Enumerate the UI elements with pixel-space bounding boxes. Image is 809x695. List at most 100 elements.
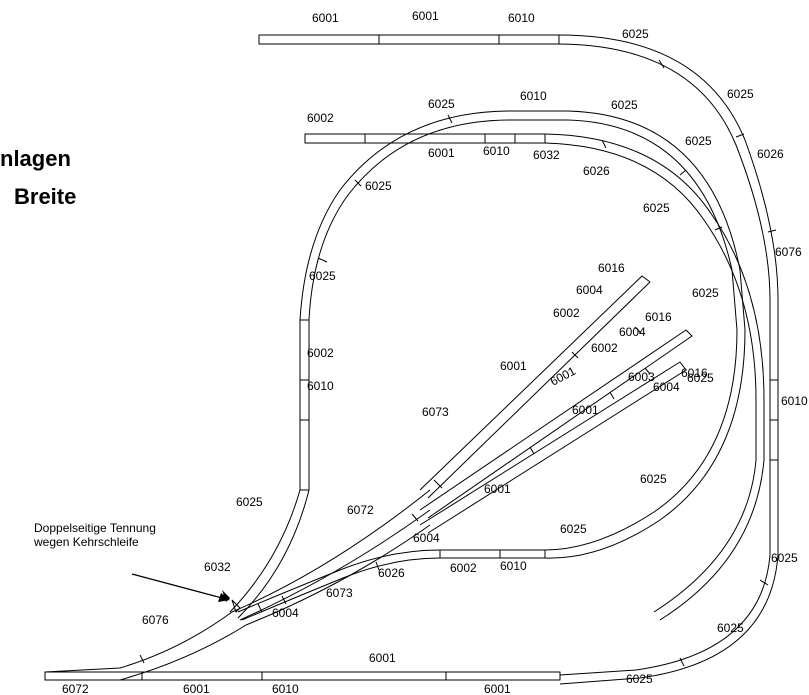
- track-label: 6001: [484, 682, 511, 695]
- heading-line-1: nlagen: [0, 146, 71, 171]
- track-label: 6025: [560, 522, 587, 536]
- tick: [411, 513, 419, 522]
- tick: [644, 367, 651, 375]
- track-label: 6010: [272, 682, 299, 695]
- annotation-line-1: Doppelseitige Tennung: [34, 521, 156, 535]
- track-label: 6025: [687, 371, 714, 385]
- track-label: 6025: [236, 495, 263, 509]
- annotation-arrow: [131, 573, 241, 613]
- track-label: 6001: [312, 11, 339, 25]
- track-fan-2: [239, 509, 431, 621]
- track-top-straight: [258, 34, 560, 45]
- track-label: 6004: [653, 380, 680, 394]
- track-label: 6025: [771, 551, 798, 565]
- track-label: 6025: [622, 27, 649, 41]
- track-label: 6001: [412, 9, 439, 23]
- track-fan-1: [231, 489, 431, 613]
- track-label: 6001: [369, 651, 396, 665]
- track-label: 6072: [62, 682, 89, 695]
- track-label: 6002: [450, 561, 477, 575]
- track-label: 6025: [717, 621, 744, 635]
- tick: [679, 657, 685, 667]
- track-label: 6001: [484, 482, 511, 496]
- track-label: 6025: [309, 269, 336, 283]
- tick: [433, 479, 443, 489]
- tick: [767, 229, 777, 233]
- track-label: 6010: [483, 144, 510, 158]
- tick: [571, 351, 579, 359]
- track-label: 6016: [645, 310, 672, 324]
- tick: [658, 59, 665, 69]
- track-label: 6026: [757, 147, 784, 161]
- track-outer-curve-top: [558, 34, 779, 685]
- track-label: 6016: [681, 366, 708, 380]
- tick: [317, 257, 328, 263]
- track-label: 6002: [307, 111, 334, 125]
- track-left-loop-outer-2: [440, 119, 738, 551]
- tick: [529, 446, 535, 455]
- track-label: 6004: [576, 283, 603, 297]
- track-left-loop-top-2: [237, 119, 509, 619]
- track-siding-3: [419, 361, 687, 534]
- track-label: 6025: [692, 286, 719, 300]
- track-label: 6025: [640, 472, 667, 486]
- separation-marker-icon: [222, 590, 230, 602]
- track-label: 6010: [508, 11, 535, 25]
- track-second-straight: [304, 133, 546, 144]
- tick: [447, 114, 453, 124]
- track-label: 6001: [548, 364, 578, 389]
- track-fan-3: [245, 524, 431, 626]
- track-label: 6025: [643, 201, 670, 215]
- track-label: 6002: [307, 346, 334, 360]
- track-siding-2: [419, 329, 693, 519]
- tick: [601, 139, 607, 149]
- track-label: 6004: [413, 531, 440, 545]
- track-label: 6025: [685, 134, 712, 148]
- track-label: 6003: [628, 370, 655, 384]
- tick: [714, 226, 723, 231]
- track-label: 6016: [598, 261, 625, 275]
- track-left-loop-top: [229, 110, 509, 613]
- track-label: 6026: [378, 566, 405, 580]
- track-label: 6076: [775, 245, 802, 259]
- tick: [634, 326, 642, 334]
- track-label: 6002: [591, 341, 618, 355]
- tick: [375, 561, 380, 571]
- tick: [735, 133, 745, 138]
- tick: [257, 603, 263, 613]
- track-label: 6025: [428, 97, 455, 111]
- tick: [609, 391, 615, 400]
- track-label: 6025: [365, 179, 392, 193]
- track-label: 6001: [428, 146, 455, 160]
- track-label: 6032: [204, 560, 231, 574]
- track-label: 6010: [500, 559, 527, 573]
- track-label: 6010: [520, 89, 547, 103]
- separation-marker-icon: [231, 599, 241, 613]
- heading-line-2: Breite: [14, 184, 77, 209]
- tick: [759, 579, 769, 586]
- track-label: 6004: [272, 606, 299, 620]
- track-left-loop-outer: [440, 110, 746, 559]
- track-middle-curve: [544, 133, 765, 621]
- track-middle-curve-inner: [544, 142, 757, 613]
- track-label: 6025: [626, 672, 653, 686]
- track-label: 6001: [183, 682, 210, 695]
- track-bottom-middle-straight: [439, 549, 546, 559]
- tick: [139, 654, 145, 664]
- track-siding-1: [419, 275, 651, 499]
- track-label: 6032: [533, 148, 560, 162]
- annotation-line-2: wegen Kehrschleife: [34, 535, 139, 549]
- track-label: 6002: [553, 306, 580, 320]
- tick: [354, 179, 362, 187]
- track-bottom-s-curve-2: [241, 557, 441, 621]
- track-bottom-s-curve: [237, 549, 441, 613]
- track-label-layer: 6001 6001 6010 6025 6025 6025 6026 6002 …: [62, 9, 808, 695]
- track-layer: [44, 34, 779, 685]
- track-label: 6025: [611, 98, 638, 112]
- track-label: 6010: [307, 379, 334, 393]
- track-label: 6001: [572, 403, 599, 417]
- tick: [679, 169, 687, 176]
- track-label: 6010: [781, 394, 808, 408]
- track-label: 6073: [422, 405, 449, 419]
